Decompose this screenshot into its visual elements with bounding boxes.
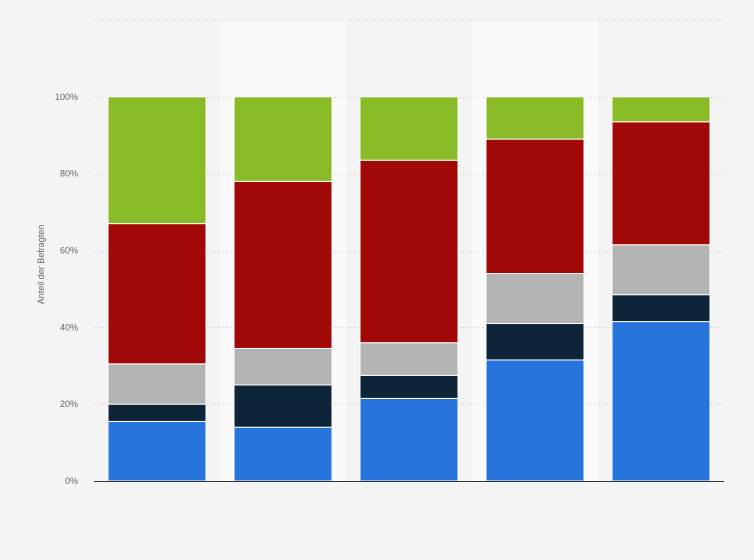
y-axis-title: Anteil der Befragten — [36, 225, 46, 305]
bar-segment — [611, 294, 711, 323]
bar-segment — [485, 96, 585, 140]
bar-segment — [107, 363, 207, 405]
bar-segment — [359, 342, 459, 376]
bar-segment — [359, 374, 459, 399]
y-tick-label: 80% — [60, 169, 78, 179]
bar-segment — [485, 322, 585, 361]
bar-segment — [233, 180, 333, 349]
bar-segment — [107, 403, 207, 422]
bar-segment — [233, 347, 333, 386]
bar-segment — [107, 96, 207, 225]
bar-segment — [485, 359, 585, 482]
y-tick-label: 40% — [60, 322, 78, 332]
bar-segment — [107, 223, 207, 365]
bar-segment — [359, 159, 459, 344]
bar-segment — [485, 273, 585, 324]
y-tick-label: 60% — [60, 246, 78, 256]
y-tick-label: 0% — [65, 476, 78, 486]
bar-segment — [359, 397, 459, 482]
y-tick-label: 100% — [55, 92, 78, 102]
bar-segment — [611, 121, 711, 246]
bar-segment — [233, 384, 333, 428]
bar-segment — [107, 420, 207, 482]
bar-segment — [233, 96, 333, 182]
bar-segment — [233, 426, 333, 482]
bar-segment — [485, 138, 585, 275]
bar-segment — [611, 244, 711, 296]
bar-segment — [611, 321, 711, 482]
bar-segment — [359, 96, 459, 161]
bar-segment — [611, 96, 711, 123]
y-tick-label: 20% — [60, 399, 78, 409]
